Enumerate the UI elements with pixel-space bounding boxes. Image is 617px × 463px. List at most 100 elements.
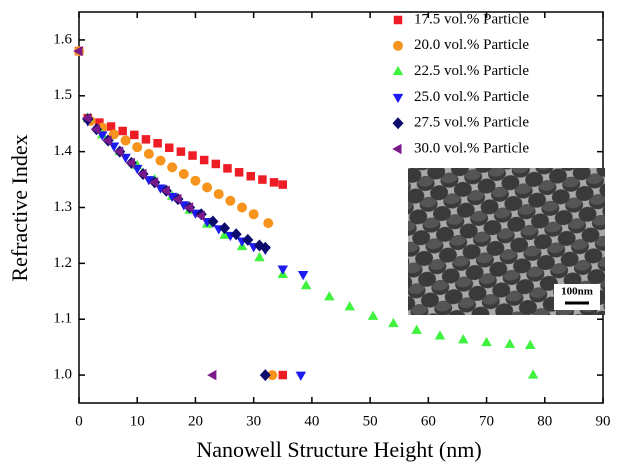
point bbox=[248, 209, 259, 220]
y-tick-label: 1.3 bbox=[53, 199, 72, 215]
legend-label: 22.5 vol.% Particle bbox=[414, 63, 529, 79]
x-tick-label: 70 bbox=[479, 413, 494, 429]
point bbox=[259, 241, 271, 254]
point bbox=[259, 369, 271, 382]
legend-marker bbox=[392, 93, 404, 104]
y-tick-label: 1.1 bbox=[53, 311, 72, 327]
legend-label: 20.0 vol.% Particle bbox=[414, 37, 529, 53]
y-tick-label: 1.0 bbox=[53, 367, 72, 383]
scale-bar-label: 100nm bbox=[561, 286, 593, 298]
point bbox=[481, 336, 492, 347]
point bbox=[219, 222, 231, 235]
legend-label: 17.5 vol.% Particle bbox=[414, 11, 529, 27]
point bbox=[148, 177, 159, 188]
x-tick-label: 80 bbox=[537, 413, 552, 429]
point bbox=[278, 370, 288, 380]
x-tick-label: 40 bbox=[304, 413, 319, 429]
x-tick-label: 20 bbox=[188, 413, 203, 429]
point bbox=[213, 189, 224, 200]
x-tick-label: 90 bbox=[596, 413, 611, 429]
point bbox=[504, 338, 516, 348]
point bbox=[388, 317, 399, 328]
point bbox=[202, 182, 213, 193]
y-tick-label: 1.4 bbox=[53, 143, 72, 159]
point bbox=[258, 175, 267, 184]
point bbox=[278, 180, 288, 189]
point bbox=[155, 155, 166, 166]
point bbox=[207, 369, 217, 381]
point bbox=[411, 324, 422, 334]
series bbox=[73, 45, 217, 381]
point bbox=[458, 334, 469, 344]
point bbox=[81, 112, 92, 124]
y-axis-title: Refractive Index bbox=[7, 134, 32, 281]
x-tick-label: 10 bbox=[130, 413, 145, 429]
point bbox=[223, 164, 232, 173]
x-tick-label: 0 bbox=[75, 413, 83, 429]
point bbox=[269, 178, 279, 187]
point bbox=[367, 310, 379, 320]
point bbox=[90, 124, 100, 135]
point bbox=[102, 135, 112, 146]
legend-marker bbox=[392, 117, 404, 130]
point bbox=[225, 195, 236, 206]
point bbox=[237, 202, 248, 213]
point bbox=[164, 143, 174, 152]
point bbox=[324, 291, 335, 301]
point bbox=[137, 168, 147, 180]
point bbox=[300, 279, 312, 290]
point bbox=[172, 193, 182, 205]
point bbox=[230, 228, 242, 241]
point bbox=[242, 233, 254, 246]
point bbox=[141, 135, 151, 144]
legend-label: 27.5 vol.% Particle bbox=[414, 115, 529, 131]
point bbox=[106, 122, 116, 131]
point bbox=[167, 162, 178, 173]
point bbox=[95, 118, 104, 127]
legend-marker bbox=[392, 143, 402, 155]
point bbox=[344, 301, 355, 311]
legend-label: 25.0 vol.% Particle bbox=[414, 89, 529, 105]
point bbox=[263, 218, 274, 229]
legend-marker bbox=[392, 65, 404, 76]
point bbox=[176, 147, 186, 156]
point bbox=[160, 185, 170, 196]
point bbox=[178, 168, 189, 179]
point bbox=[120, 135, 131, 146]
point bbox=[153, 139, 162, 148]
legend-label: 30.0 vol.% Particle bbox=[414, 140, 529, 156]
point bbox=[118, 126, 127, 136]
series bbox=[74, 46, 278, 381]
point bbox=[207, 215, 219, 228]
x-tick-label: 60 bbox=[421, 413, 436, 429]
y-tick-label: 1.5 bbox=[53, 87, 72, 103]
point bbox=[234, 168, 244, 177]
x-tick-label: 50 bbox=[363, 413, 378, 429]
point bbox=[132, 142, 143, 153]
point bbox=[143, 148, 154, 159]
series bbox=[74, 46, 288, 380]
point bbox=[267, 370, 278, 381]
point bbox=[183, 202, 194, 213]
legend-marker bbox=[393, 40, 403, 51]
point bbox=[73, 45, 83, 57]
point bbox=[527, 369, 539, 379]
point bbox=[195, 210, 205, 222]
point bbox=[295, 371, 307, 381]
point bbox=[130, 130, 139, 140]
x-axis-title: Nanowell Structure Height (nm) bbox=[196, 437, 481, 462]
y-tick-label: 1.2 bbox=[53, 255, 72, 271]
point bbox=[246, 171, 256, 181]
point bbox=[434, 330, 446, 340]
legend-marker bbox=[393, 15, 403, 25]
point bbox=[254, 252, 265, 262]
point bbox=[524, 339, 536, 349]
point bbox=[199, 155, 209, 165]
point bbox=[190, 175, 201, 186]
point bbox=[297, 271, 309, 281]
inset-image: 100nm bbox=[408, 168, 605, 315]
point bbox=[114, 146, 124, 157]
point bbox=[125, 157, 135, 169]
